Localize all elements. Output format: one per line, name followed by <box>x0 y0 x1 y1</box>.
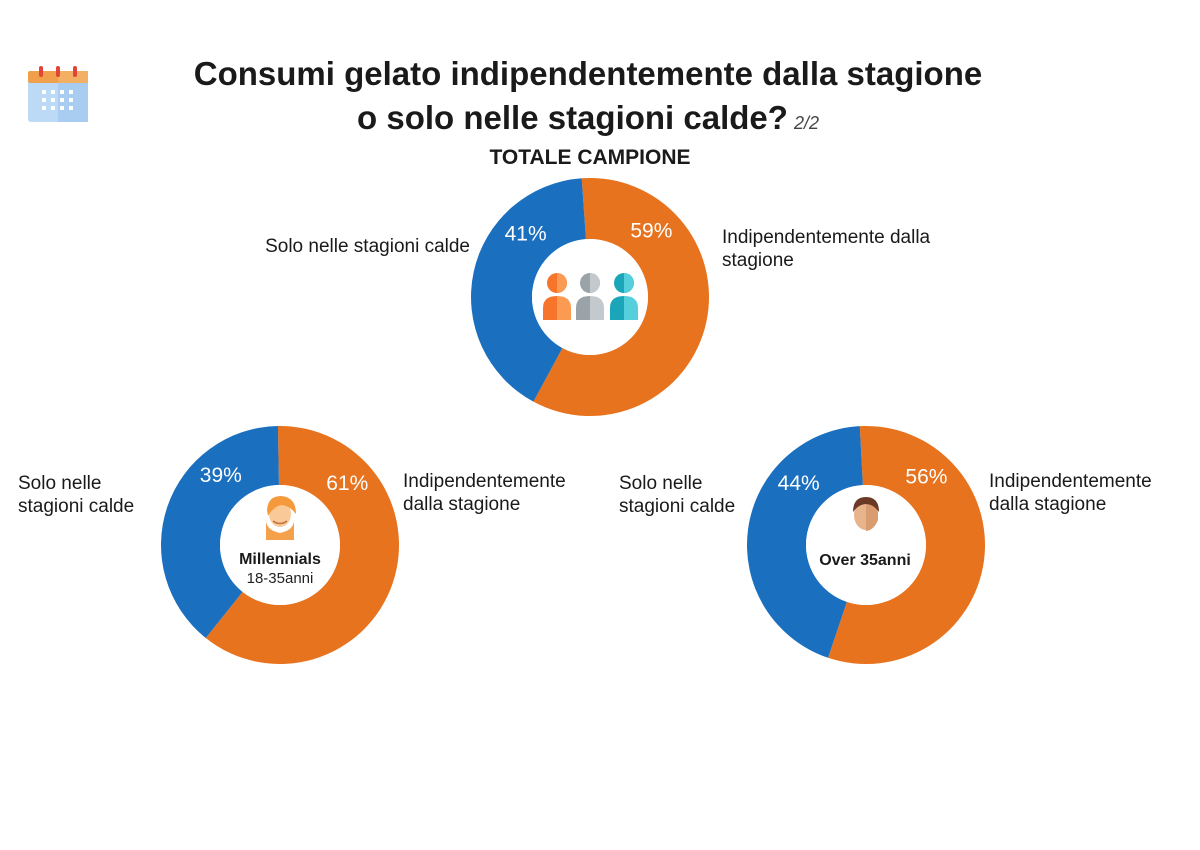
total-percent-label-indipendentemente: 59% <box>630 220 672 243</box>
millennials-donut-hole <box>220 485 340 605</box>
millennials-left-label: Solo nelle stagioni calde <box>18 473 135 517</box>
over-slice-solo-calde <box>747 426 863 658</box>
total-slice-indipendentemente <box>533 178 710 416</box>
over-slice-indipendentemente <box>828 426 985 664</box>
adult-man-avatar-icon <box>850 497 882 545</box>
total-left-label: Solo nelle stagioni calde <box>265 236 470 257</box>
millennials-center-title: Millennials <box>239 551 321 568</box>
millennials-slice-indipendentemente <box>205 426 400 664</box>
millennials-slice-solo-calde <box>161 426 279 639</box>
title-line-2: o solo nelle stagioni calde? 2/2 <box>0 96 1176 145</box>
section-title-total: TOTALE CAMPIONE <box>489 146 691 169</box>
calendar-icon <box>27 65 89 123</box>
over-right-label: Indipendentemente dalla stagione <box>989 471 1152 515</box>
over-percent-label-indipendentemente: 56% <box>905 465 947 488</box>
over-center-text: Over 35anni <box>805 551 925 570</box>
millennials-right-label: Indipendentemente dalla stagione <box>403 471 566 515</box>
over-center-title: Over 35anni <box>819 552 911 569</box>
total-percent-label-solo-calde: 41% <box>505 222 547 245</box>
millennials-percent-label-solo-calde: 39% <box>200 464 242 487</box>
over-left-label: Solo nelle stagioni calde <box>619 473 736 517</box>
title-line-2-text: o solo nelle stagioni calde? <box>357 99 788 136</box>
millennials-center-text: Millennials 18-35anni <box>220 550 340 588</box>
total-right-label: Indipendentemente dalla stagione <box>722 227 931 271</box>
total-slice-solo-calde <box>470 178 586 402</box>
page-indicator: 2/2 <box>793 113 819 133</box>
title-line-1: Consumi gelato indipendentemente dalla s… <box>193 55 983 92</box>
over-percent-label-solo-calde: 44% <box>778 472 820 495</box>
young-person-avatar-icon <box>266 496 296 540</box>
millennials-percent-label-indipendentemente: 61% <box>326 472 368 495</box>
millennials-center-sub: 18-35anni <box>246 570 314 587</box>
group-people-icon <box>543 273 638 320</box>
page-title: Consumi gelato indipendentemente dalla s… <box>0 52 1176 145</box>
